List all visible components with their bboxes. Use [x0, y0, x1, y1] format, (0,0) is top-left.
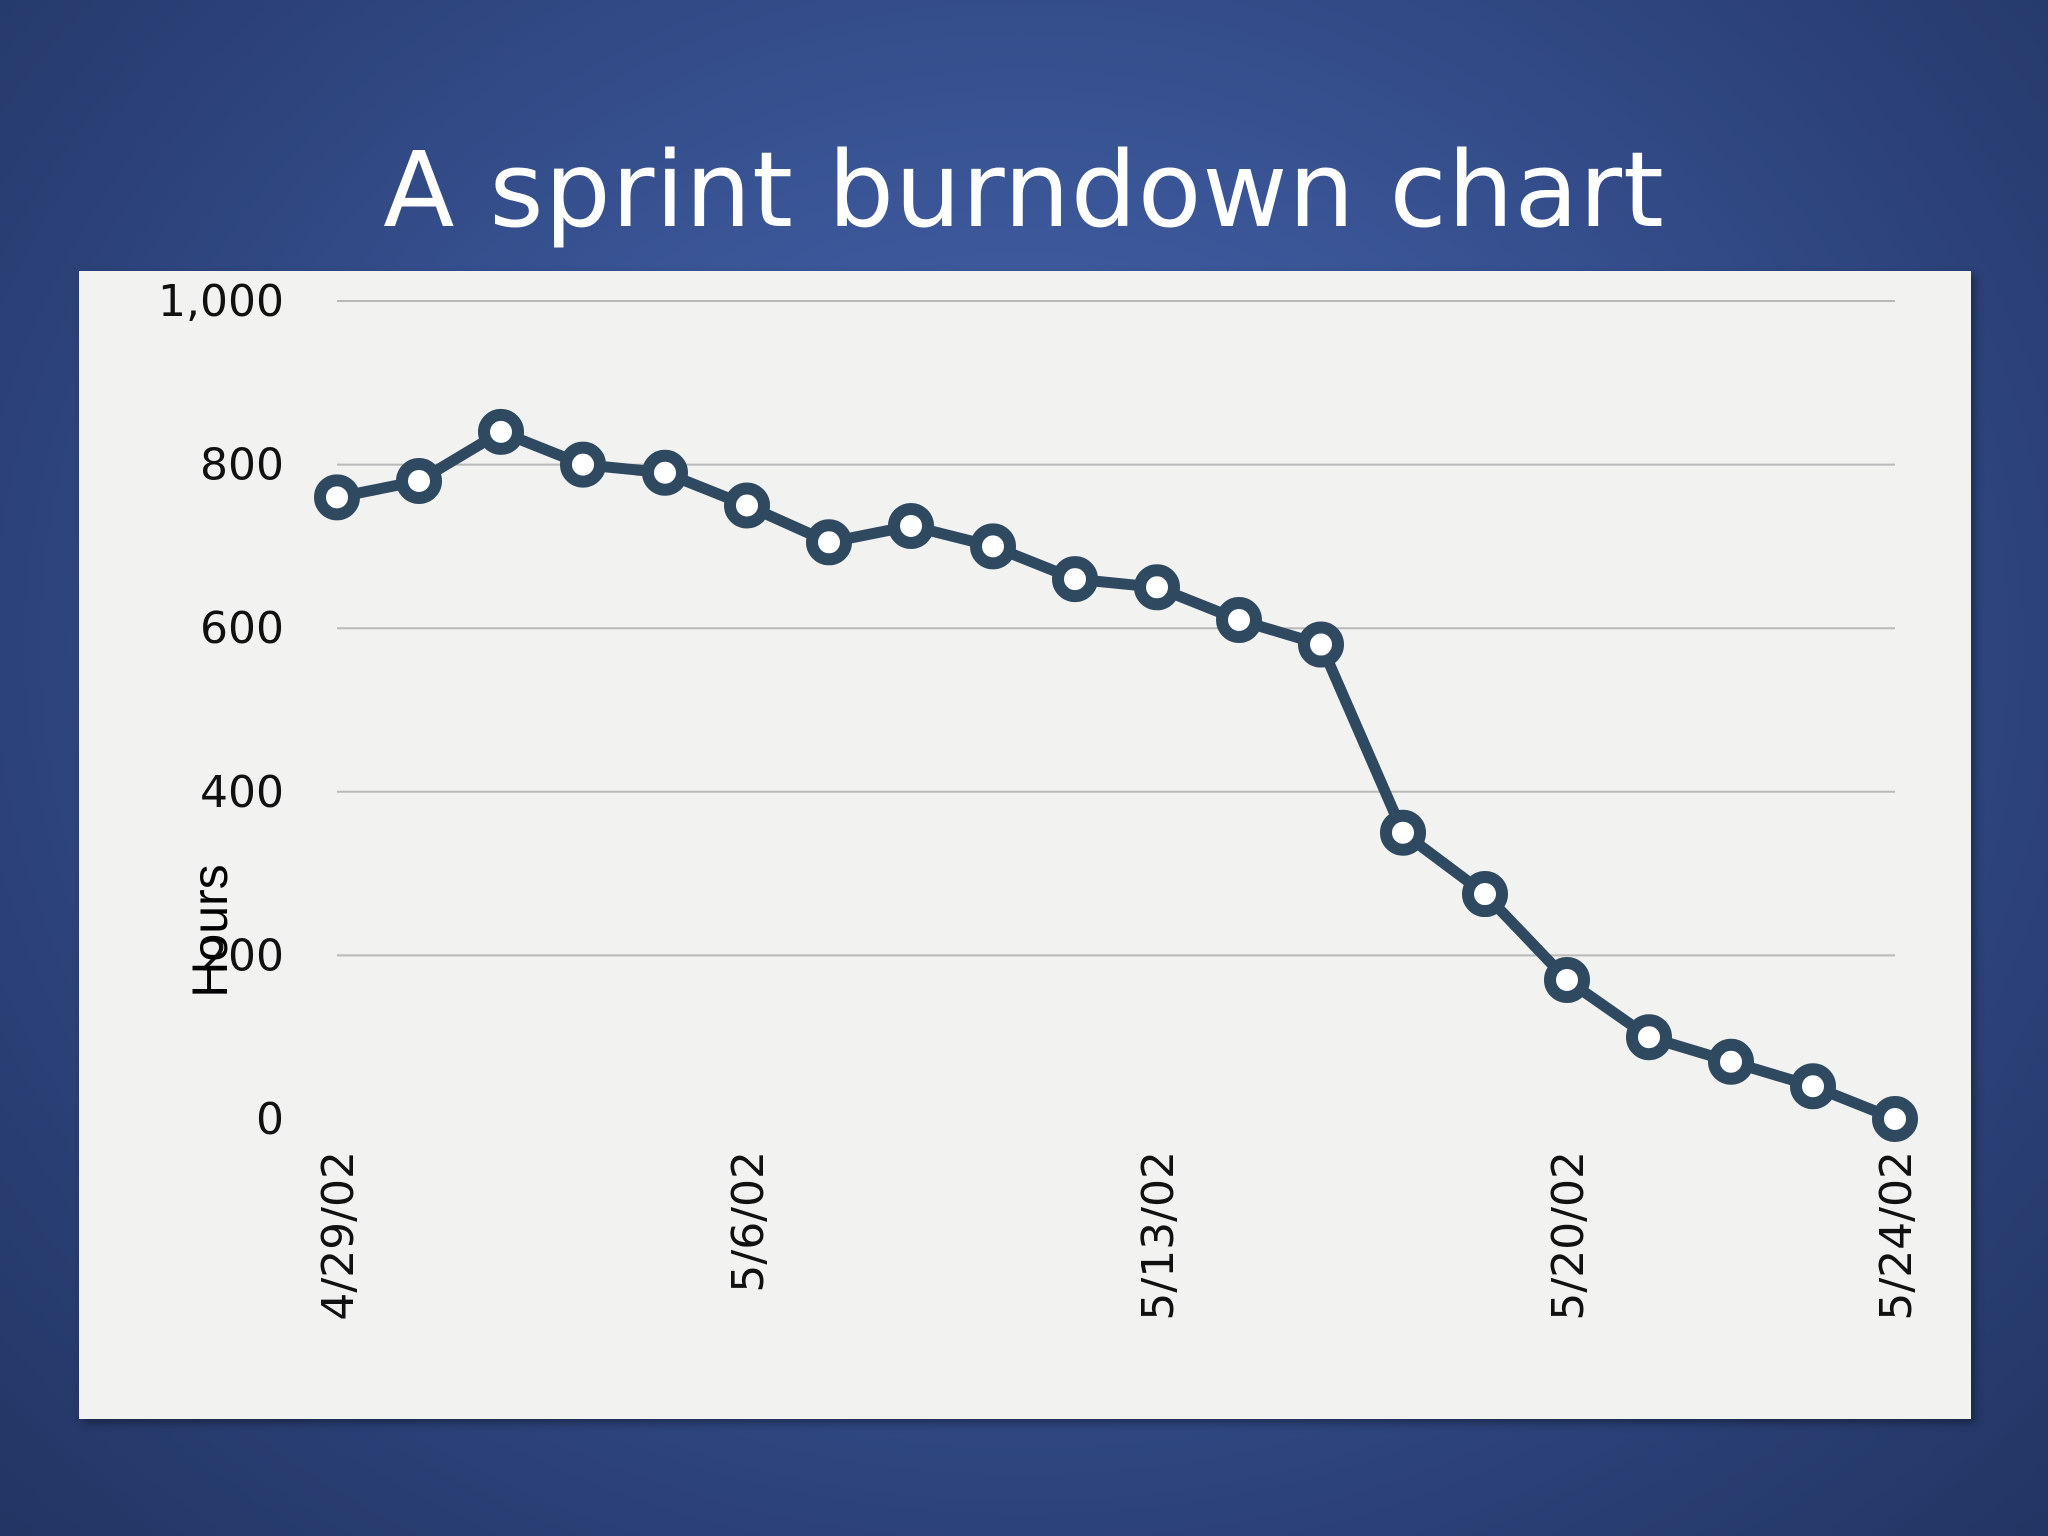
y-tick-label: 400	[200, 767, 284, 818]
data-point	[1462, 871, 1508, 918]
data-point	[888, 502, 934, 549]
grid-lines	[337, 300, 1895, 957]
data-point	[1790, 1063, 1836, 1110]
x-tick-label: 5/20/02	[1543, 1151, 1594, 1321]
data-point	[806, 519, 852, 566]
y-tick-label: 600	[200, 603, 284, 654]
series-line	[331, 426, 1901, 1125]
data-point	[1626, 1014, 1672, 1061]
data-point	[1216, 597, 1262, 644]
x-tick-label: 5/6/02	[723, 1151, 774, 1293]
data-point	[970, 523, 1016, 570]
y-tick-label: 1,000	[158, 276, 284, 327]
data-point	[1708, 1038, 1754, 1085]
burndown-chart: 0 200 400 600 800 1,000 4/29/02 5/6/02 5/13/02 5…	[158, 276, 1922, 1321]
data-point	[1134, 564, 1180, 611]
y-tick-label: 0	[256, 1094, 284, 1145]
x-tick-labels: 4/29/02 5/6/02 5/13/02 5/20/02 5/24/02	[313, 1151, 1922, 1321]
data-point	[724, 482, 770, 529]
data-point	[1544, 956, 1590, 1003]
data-point	[642, 449, 688, 496]
y-tick-labels: 0 200 400 600 800 1,000	[158, 276, 284, 1145]
y-tick-label: 800	[200, 440, 284, 491]
data-point	[478, 408, 524, 455]
data-point	[1872, 1096, 1918, 1142]
chart-panel: 0 200 400 600 800 1,000 4/29/02 5/6/02 5/13/02 5…	[79, 271, 1971, 1419]
data-point	[1380, 809, 1426, 856]
data-point	[1298, 621, 1344, 668]
slide-title: A sprint burndown chart	[383, 129, 1665, 251]
data-point	[560, 441, 606, 488]
y-tick-label: 200	[200, 930, 284, 981]
x-tick-label: 4/29/02	[313, 1151, 364, 1321]
data-point	[396, 457, 442, 504]
x-tick-label: 5/24/02	[1871, 1151, 1922, 1321]
data-point	[314, 474, 360, 521]
series-layer	[314, 408, 1918, 1142]
x-tick-label: 5/13/02	[1133, 1151, 1184, 1321]
data-point	[1052, 556, 1098, 603]
y-axis-label: Hours	[182, 864, 238, 997]
